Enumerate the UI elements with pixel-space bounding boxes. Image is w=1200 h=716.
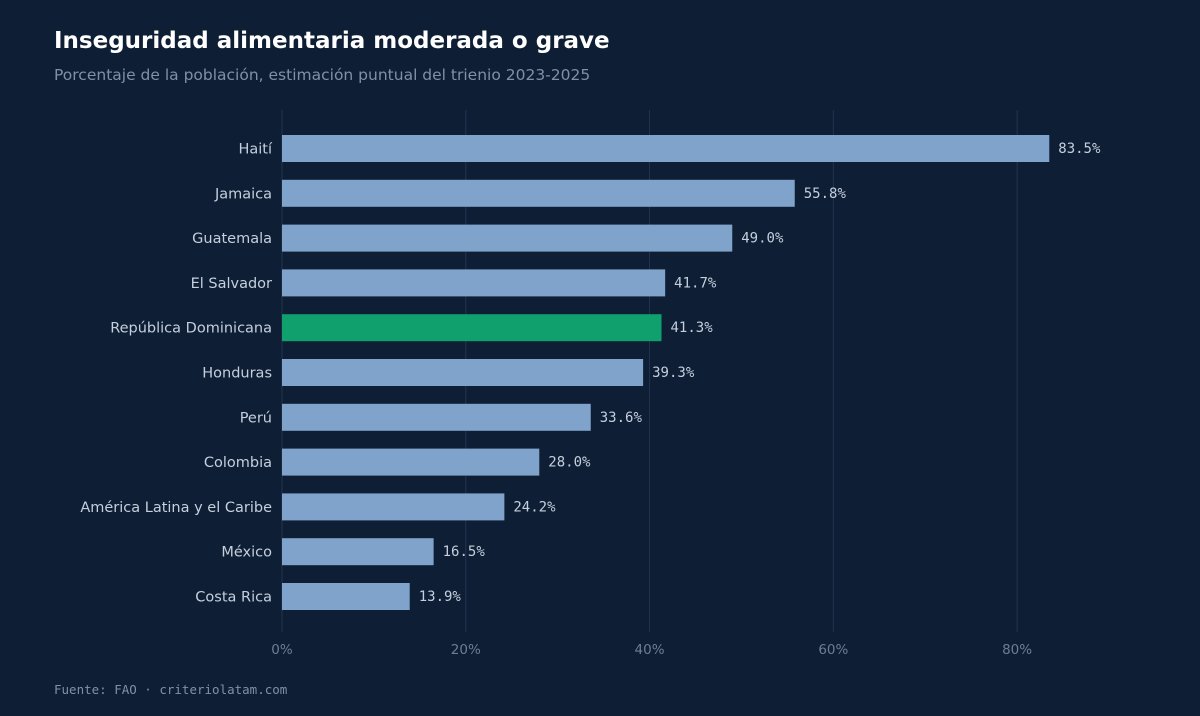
category-label: Guatemala [192,231,272,247]
category-label: El Salvador [191,276,272,292]
bar [282,583,410,610]
category-label: Jamaica [214,186,272,202]
value-label: 41.7% [674,275,717,291]
bar [282,179,795,207]
category-label: México [221,545,272,561]
category-label: Perú [240,410,272,426]
category-label: Honduras [202,366,272,382]
value-label: 41.3% [671,320,714,336]
source-footer: Fuente: FAO · criteriolatam.com [54,682,288,697]
value-label: 39.3% [652,365,695,381]
chart-title: Inseguridad alimentaria moderada o grave [54,28,610,54]
category-label: Costa Rica [195,590,272,606]
value-label: 49.0% [741,231,784,247]
x-tick-label: 60% [818,642,848,658]
x-axis-ticks: 0% 20% 40% 60% 80% [271,642,1032,658]
bars [282,135,1050,610]
bar [282,359,644,386]
bar [282,493,505,521]
bar [282,403,591,431]
x-tick-label: 0% [271,642,293,658]
x-tick-label: 40% [635,642,665,658]
value-label: 83.5% [1058,141,1101,157]
value-label: 28.0% [548,455,591,471]
bar [282,135,1050,162]
category-label: República Dominicana [110,321,272,337]
bar [282,448,540,476]
labels: Haití 83.5% Jamaica 55.8% Guatemala 49.0% El S… [80,141,1101,606]
category-label: Haití [238,142,273,158]
bar [282,269,666,297]
value-label: 55.8% [804,186,847,202]
chart-subtitle: Porcentaje de la población, estimación p… [54,66,591,84]
value-label: 24.2% [513,499,556,515]
x-tick-label: 80% [1002,642,1032,658]
x-tick-label: 20% [451,642,481,658]
category-label: Colombia [204,455,272,471]
value-label: 33.6% [600,410,643,426]
bar [282,538,434,566]
value-label: 16.5% [443,544,486,560]
bar-highlighted [282,314,662,342]
bar [282,224,733,252]
category-label: América Latina y el Caribe [80,500,272,516]
value-label: 13.9% [419,589,462,605]
